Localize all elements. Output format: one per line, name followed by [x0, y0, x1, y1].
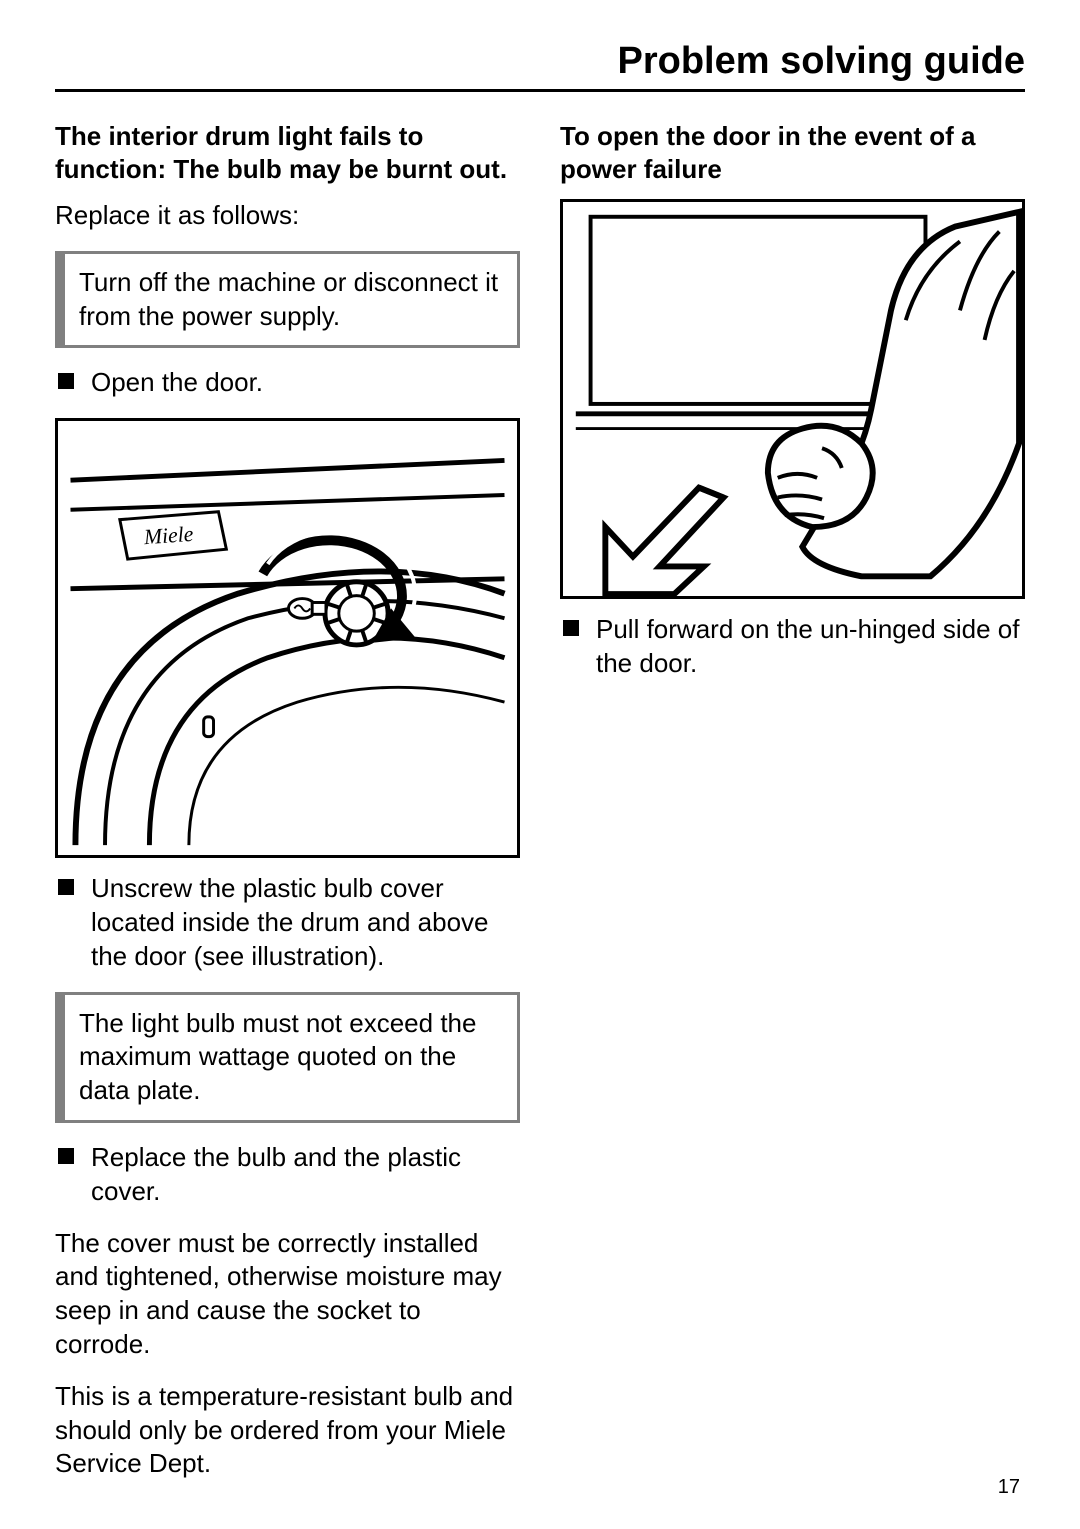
step-list-2: Unscrew the plastic bulb cover located i… — [55, 872, 520, 973]
step-unscrew-cover: Unscrew the plastic bulb cover located i… — [55, 872, 520, 973]
drum-light-svg: Miele — [58, 421, 517, 855]
step-pull-door: Pull forward on the un-hinged side of th… — [560, 613, 1025, 681]
note-power-off: Turn off the machine or disconnect it fr… — [55, 251, 520, 349]
left-column: The interior drum light fails to functio… — [55, 120, 520, 1499]
right-heading: To open the door in the event of a power… — [560, 120, 1025, 185]
step-replace-bulb: Replace the bulb and the plastic cover. — [55, 1141, 520, 1209]
step-list-1: Open the door. — [55, 366, 520, 400]
page-header: Problem solving guide — [55, 40, 1025, 92]
right-column: To open the door in the event of a power… — [560, 120, 1025, 1499]
door-pull-svg — [563, 202, 1022, 596]
left-heading: The interior drum light fails to functio… — [55, 120, 520, 185]
step-list-3: Replace the bulb and the plastic cover. — [55, 1141, 520, 1209]
note-wattage: The light bulb must not exceed the maxim… — [55, 992, 520, 1123]
page-number: 17 — [998, 1476, 1020, 1499]
manual-page: Problem solving guide The interior drum … — [0, 0, 1080, 1529]
content-columns: The interior drum light fails to functio… — [55, 120, 1025, 1499]
step-open-door: Open the door. — [55, 366, 520, 400]
left-para-2: This is a temperature-resistant bulb and… — [55, 1380, 520, 1481]
step-list-right: Pull forward on the un-hinged side of th… — [560, 613, 1025, 681]
illustration-door-pull — [560, 199, 1025, 599]
left-para-1: The cover must be correctly installed an… — [55, 1227, 520, 1362]
left-intro: Replace it as follows: — [55, 199, 520, 233]
illustration-drum-light: Miele — [55, 418, 520, 858]
svg-text:Miele: Miele — [142, 522, 194, 549]
page-title: Problem solving guide — [55, 40, 1025, 83]
